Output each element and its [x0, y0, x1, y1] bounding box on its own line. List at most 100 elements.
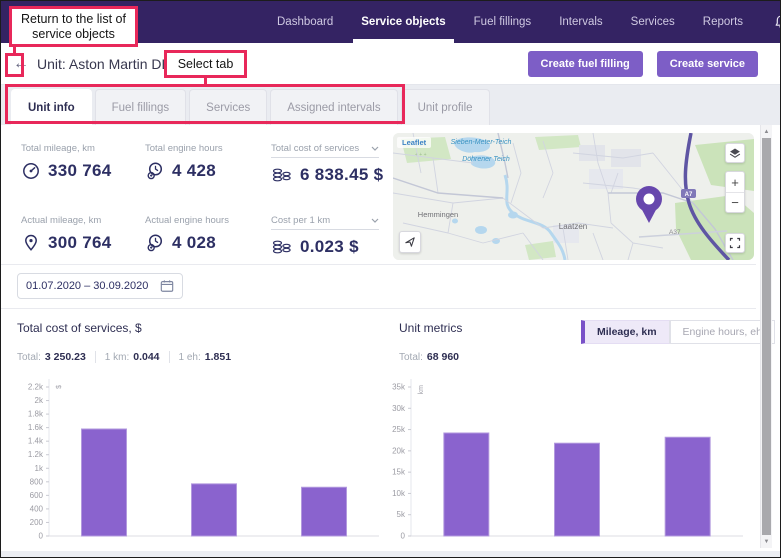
date-range-value: 01.07.2020 – 30.09.2020: [26, 280, 149, 292]
location-pin-icon: [21, 233, 41, 253]
nav-item-fuel-fillings[interactable]: Fuel fillings: [473, 16, 532, 28]
nav-item-intervals[interactable]: Intervals: [559, 16, 603, 28]
toggle-engine-hours[interactable]: Engine hours, eh: [669, 320, 775, 344]
svg-text:0: 0: [401, 532, 406, 541]
coins-icon: [271, 165, 293, 185]
svg-text:200: 200: [30, 518, 44, 527]
engine-hours-icon: [145, 233, 165, 253]
nav-item-services[interactable]: Services: [630, 16, 675, 28]
metric-toggle: Mileage, km Engine hours, eh: [581, 320, 775, 344]
stat-cost-per-km: Cost per 1 km 0.023 $: [271, 215, 379, 257]
svg-text:1.2k: 1.2k: [28, 450, 44, 459]
svg-text:2.2k: 2.2k: [28, 383, 44, 392]
speedometer-icon: [21, 161, 41, 181]
unit-metrics-bar-chart[interactable]: 0 5k 10k 15k 20k 25k 30k 35k km 07.2020 08.2020 09.…: [389, 369, 751, 551]
svg-text:5k: 5k: [397, 510, 406, 519]
svg-text:09.2020: 09.2020: [672, 549, 703, 551]
divider: [1, 308, 756, 309]
fullscreen-icon: [729, 237, 741, 249]
notifications-bell-button[interactable]: [773, 14, 780, 30]
vertical-scrollbar: ▲ ▼: [760, 125, 772, 548]
svg-text:+ + +: + + +: [415, 152, 427, 158]
cost-metric-select[interactable]: Cost per 1 km: [271, 215, 379, 230]
map-locate-button[interactable]: [399, 231, 421, 253]
stat-actual-mileage: Actual mileage, km 300 764: [21, 215, 112, 253]
map-road-label-a7: A7: [685, 192, 693, 198]
stat-total-engine-hours: Total engine hours 4 428: [145, 143, 223, 180]
map-label-lake1: Sieben-Meter-Teich: [451, 139, 512, 146]
svg-text:09.2020: 09.2020: [309, 549, 340, 551]
svg-text:30k: 30k: [392, 404, 406, 413]
back-arrow-button[interactable]: ←: [13, 54, 29, 72]
tab-services[interactable]: Services: [189, 89, 268, 125]
svg-text:15k: 15k: [392, 468, 406, 477]
svg-text:25k: 25k: [392, 425, 406, 434]
stat-value: 330 764: [48, 161, 112, 180]
layers-icon: [728, 146, 742, 160]
map-layers-button[interactable]: [725, 143, 745, 163]
nav-item-reports[interactable]: Reports: [702, 16, 744, 28]
svg-text:1.6k: 1.6k: [28, 423, 44, 432]
stat-actual-engine-hours: Actual engine hours 4 028: [145, 215, 229, 253]
left-chart-totals: Total: 3 250.23 1 km: 0.044 1 eh: 1.851: [17, 351, 232, 363]
svg-text:08.2020: 08.2020: [562, 549, 593, 551]
scroll-down-arrow[interactable]: ▼: [761, 535, 772, 548]
top-navbar: Dashboard Service objects Fuel fillings …: [1, 1, 780, 43]
map-zoom-control: + −: [725, 171, 745, 213]
zoom-in-button[interactable]: +: [731, 174, 739, 190]
chevron-down-icon: [371, 218, 379, 223]
scrollbar-thumb[interactable]: [762, 138, 771, 535]
locate-arrow-icon: [403, 235, 417, 249]
left-chart-title: Total cost of services, $: [17, 321, 142, 335]
cost-of-services-bar-chart[interactable]: 0 200 400 600 800 1k 1.2k 1.4k 1.6k 1.8k 2k 2.2k $07…: [17, 369, 387, 551]
coins-icon: [271, 237, 293, 257]
svg-text:0: 0: [39, 532, 44, 541]
stat-value: 6 838.45 $: [300, 165, 384, 184]
nav-item-service-objects[interactable]: Service objects: [347, 1, 459, 43]
unit-info-panel: Total mileage, km 330 764 Total engine h…: [1, 125, 780, 551]
tab-fuel-fillings[interactable]: Fuel fillings: [94, 89, 187, 125]
chevron-down-icon: [371, 146, 379, 151]
svg-text:07.2020: 07.2020: [89, 549, 120, 551]
scroll-up-arrow[interactable]: ▲: [761, 125, 772, 138]
svg-text:2k: 2k: [35, 396, 44, 405]
tabs-bar: Unit info Fuel fillings Services Assigne…: [1, 85, 780, 125]
create-service-button[interactable]: Create service: [656, 50, 758, 77]
map-road-label-a37: A37: [669, 229, 681, 236]
svg-text:400: 400: [30, 504, 44, 513]
map-fullscreen-button[interactable]: [725, 233, 745, 253]
toggle-mileage[interactable]: Mileage, km: [581, 320, 670, 344]
page-title: Unit: Aston Martin DB5: [37, 55, 179, 72]
calendar-icon: [160, 279, 174, 293]
right-chart-title: Unit metrics: [399, 321, 463, 335]
map-label-town2: Laatzen: [559, 222, 587, 231]
right-chart-totals: Total: 68 960: [399, 351, 460, 363]
stat-total-mileage: Total mileage, km 330 764: [21, 143, 112, 181]
svg-text:08.2020: 08.2020: [199, 549, 230, 551]
nav-item-dashboard[interactable]: Dashboard: [277, 16, 334, 28]
svg-text:20k: 20k: [392, 446, 406, 455]
stat-value: 4 028: [172, 233, 217, 252]
date-range-input[interactable]: 01.07.2020 – 30.09.2020: [17, 273, 183, 299]
stat-value: 300 764: [48, 233, 112, 252]
page-header: ← Unit: Aston Martin DB5 Create fuel fil…: [1, 43, 780, 85]
svg-text:km: km: [418, 385, 425, 395]
unit-location-map[interactable]: + + + + + +: [393, 133, 754, 260]
cost-metric-select[interactable]: Total cost of services: [271, 143, 379, 158]
zoom-out-button[interactable]: −: [726, 192, 744, 212]
svg-text:10k: 10k: [392, 489, 406, 498]
stat-value: 4 428: [172, 161, 217, 180]
svg-text:07.2020: 07.2020: [451, 549, 482, 551]
tab-unit-profile[interactable]: Unit profile: [400, 89, 490, 125]
main-nav: Dashboard Service objects Fuel fillings …: [263, 1, 757, 43]
map-label-town1: Hemmingen: [418, 210, 458, 219]
tab-unit-info[interactable]: Unit info: [11, 89, 92, 125]
tab-assigned-intervals[interactable]: Assigned intervals: [270, 89, 398, 125]
stat-total-cost: Total cost of services 6 838.45 $: [271, 143, 383, 185]
create-fuel-filling-button[interactable]: Create fuel filling: [527, 50, 643, 77]
leaflet-attribution[interactable]: Leaflet: [397, 137, 432, 148]
bell-icon: [773, 14, 780, 30]
active-nav-underline: [353, 39, 454, 43]
unit-marker-pin: [636, 186, 662, 223]
